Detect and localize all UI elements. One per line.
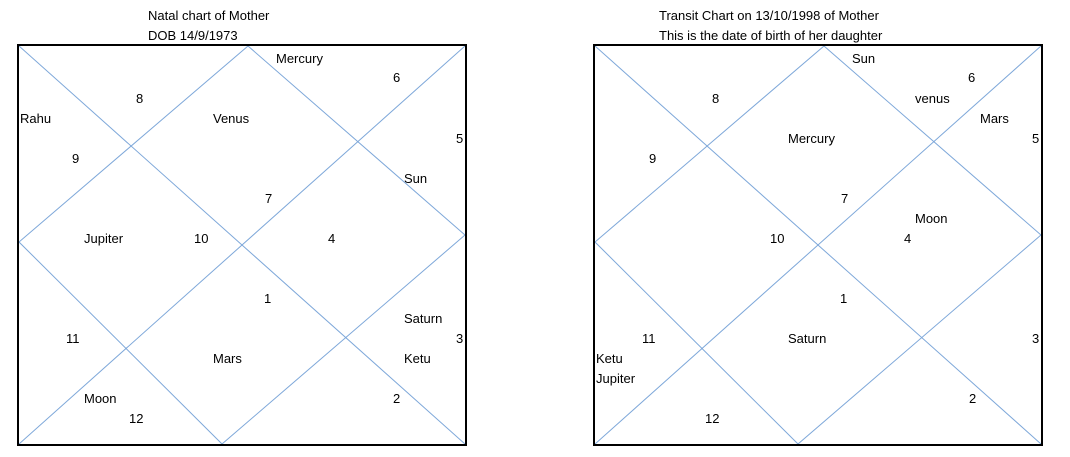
house-number: 8	[136, 91, 144, 106]
house-number: 2	[393, 391, 401, 406]
house-number: 9	[72, 151, 80, 166]
house-number: 6	[968, 70, 976, 85]
planet-label: Mars	[980, 111, 1009, 126]
house-number: 4	[904, 231, 912, 246]
planet-label: Venus	[213, 111, 250, 126]
house-number: 12	[705, 411, 720, 426]
chart2-subtitle: This is the date of birth of her daughte…	[659, 28, 883, 43]
chart2-lines	[595, 46, 1041, 444]
planet-label: Ketu	[596, 351, 623, 366]
chart1-lines	[19, 46, 465, 444]
planet-label: Saturn	[404, 311, 443, 326]
planet-label: Mercury	[276, 51, 323, 66]
house-number: 6	[393, 70, 401, 85]
planet-label: Ketu	[404, 351, 431, 366]
house-number: 11	[66, 331, 80, 346]
house-number: 1	[264, 291, 272, 306]
house-number: 8	[712, 91, 720, 106]
planet-label: Sun	[404, 171, 428, 186]
chart1-subtitle: DOB 14/9/1973	[148, 28, 238, 43]
house-number: 9	[649, 151, 657, 166]
chart1-title: Natal chart of Mother	[148, 8, 270, 23]
house-number: 7	[265, 191, 273, 206]
house-number: 11	[642, 331, 656, 346]
planet-label: Sun	[852, 51, 876, 66]
natal-chart: 8 6 5 9 7 10 4 1 11 3 2 12 Mercury Rahu …	[17, 44, 467, 446]
chart2-title: Transit Chart on 13/10/1998 of Mother	[659, 8, 879, 23]
planet-label: Mars	[213, 351, 242, 366]
house-number: 10	[770, 231, 785, 246]
house-number: 3	[1032, 331, 1040, 346]
planet-label: venus	[915, 91, 950, 106]
planet-label: Rahu	[20, 111, 52, 126]
planet-label: Moon	[84, 391, 117, 406]
planet-label: Mercury	[788, 131, 835, 146]
house-number: 5	[1032, 131, 1040, 146]
planet-label: Moon	[915, 211, 948, 226]
house-number: 10	[194, 231, 209, 246]
planet-label: Saturn	[788, 331, 827, 346]
house-number: 12	[129, 411, 144, 426]
transit-chart: 6 8 5 9 7 10 4 1 11 3 2 12 Sun venus Mar…	[593, 44, 1043, 446]
planet-label: Jupiter	[84, 231, 124, 246]
house-number: 7	[841, 191, 849, 206]
house-number: 4	[328, 231, 336, 246]
house-number: 1	[840, 291, 848, 306]
planet-label: Jupiter	[596, 371, 636, 386]
house-number: 5	[456, 131, 464, 146]
house-number: 3	[456, 331, 464, 346]
house-number: 2	[969, 391, 977, 406]
